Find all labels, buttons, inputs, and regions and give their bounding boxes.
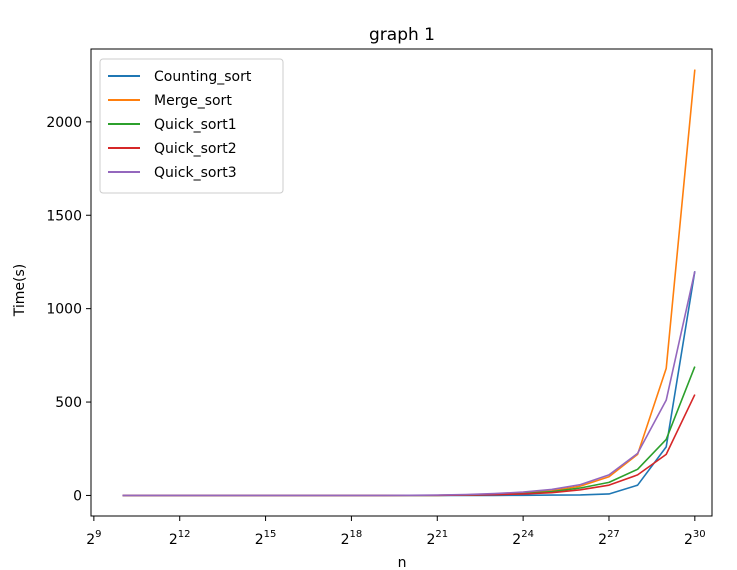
x-tick-power: 21 bbox=[435, 529, 448, 540]
legend-label: Counting_sort bbox=[154, 69, 252, 85]
legend-box bbox=[99, 58, 284, 194]
x-tick-label: 221 bbox=[426, 529, 448, 548]
x-tick-label: 224 bbox=[512, 529, 534, 548]
legend-label: Merge_sort bbox=[154, 93, 232, 109]
x-tick-power: 18 bbox=[350, 529, 363, 540]
legend-label: Quick_sort1 bbox=[154, 117, 237, 133]
plot-frame bbox=[90, 48, 713, 517]
chart-title: graph 1 bbox=[369, 25, 435, 45]
y-tick-label: 2000 bbox=[46, 115, 82, 131]
x-tick-label: 227 bbox=[598, 529, 620, 548]
x-tick-label: 215 bbox=[255, 529, 277, 548]
x-tick-base: 2 bbox=[512, 532, 521, 548]
y-tick-label: 1500 bbox=[46, 208, 82, 224]
x-tick-power: 27 bbox=[607, 529, 620, 540]
series-line-quick-sort3 bbox=[122, 271, 696, 497]
x-tick-power: 9 bbox=[95, 529, 101, 540]
x-tick-power: 30 bbox=[693, 529, 706, 540]
y-tick-label: 0 bbox=[73, 488, 82, 504]
x-tick-base: 2 bbox=[255, 532, 264, 548]
x-tick-base: 2 bbox=[86, 532, 95, 548]
x-tick-label: 230 bbox=[684, 529, 706, 548]
x-tick-base: 2 bbox=[598, 532, 607, 548]
y-tick-label: 500 bbox=[55, 395, 82, 411]
legend-label: Quick_sort3 bbox=[154, 165, 237, 181]
x-tick-base: 2 bbox=[169, 532, 178, 548]
y-tick-label: 1000 bbox=[46, 302, 82, 318]
legend-label: Quick_sort2 bbox=[154, 141, 237, 157]
x-tick-power: 15 bbox=[264, 529, 277, 540]
x-tick-base: 2 bbox=[341, 532, 350, 548]
x-tick-label: 212 bbox=[169, 529, 191, 548]
x-tick-label: 29 bbox=[86, 529, 101, 548]
x-tick-power: 24 bbox=[521, 529, 534, 540]
y-axis-label: Time(s) bbox=[12, 264, 28, 317]
x-tick-power: 12 bbox=[178, 529, 191, 540]
x-tick-base: 2 bbox=[426, 532, 435, 548]
x-axis-label: n bbox=[398, 555, 407, 570]
x-tick-label: 218 bbox=[341, 529, 363, 548]
x-tick-base: 2 bbox=[684, 532, 693, 548]
